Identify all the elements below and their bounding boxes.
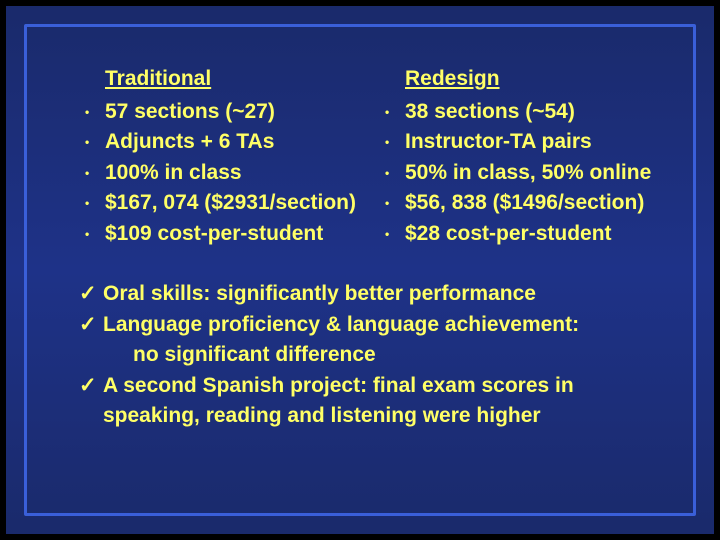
bullet-icon: • — [85, 127, 105, 151]
list-item: • 38 sections (~54) — [385, 97, 663, 127]
outcome-text: A second Spanish project: final exam sco… — [103, 371, 663, 401]
list-item: • 50% in class, 50% online — [385, 158, 663, 188]
check-icon: ✓ — [79, 279, 103, 309]
bullet-text: Instructor-TA pairs — [405, 127, 663, 157]
bullet-icon: • — [85, 158, 105, 182]
outcome-text: speaking, reading and listening were hig… — [103, 401, 663, 431]
bullet-text: 50% in class, 50% online — [405, 158, 663, 188]
inner-frame: Traditional • 57 sections (~27) • Adjunc… — [24, 24, 696, 516]
list-item: • $167, 074 ($2931/section) — [85, 188, 385, 218]
bullet-icon: • — [385, 219, 405, 243]
list-item: • $56, 838 ($1496/section) — [385, 188, 663, 218]
check-icon: ✓ — [79, 310, 103, 340]
list-item: • 100% in class — [85, 158, 385, 188]
outcome-text: Language proficiency & language achievem… — [103, 310, 663, 340]
header-traditional: Traditional — [85, 67, 385, 91]
bullet-text: $28 cost-per-student — [405, 219, 663, 249]
check-icon: ✓ — [79, 371, 103, 401]
outcome-text: Oral skills: significantly better perfor… — [103, 279, 663, 309]
bullet-text: 38 sections (~54) — [405, 97, 663, 127]
bullet-icon: • — [85, 188, 105, 212]
bullet-text: $56, 838 ($1496/section) — [405, 188, 663, 218]
bullet-icon: • — [385, 97, 405, 121]
comparison-columns: Traditional • 57 sections (~27) • Adjunc… — [85, 67, 663, 249]
list-item: • $28 cost-per-student — [385, 219, 663, 249]
list-item: • $109 cost-per-student — [85, 219, 385, 249]
bullet-text: 100% in class — [105, 158, 385, 188]
bullet-text: $167, 074 ($2931/section) — [105, 188, 385, 218]
bullet-icon: • — [385, 188, 405, 212]
column-redesign: Redesign • 38 sections (~54) • Instructo… — [385, 67, 663, 249]
list-item: • 57 sections (~27) — [85, 97, 385, 127]
list-item: • Instructor-TA pairs — [385, 127, 663, 157]
bullet-icon: • — [385, 127, 405, 151]
column-traditional: Traditional • 57 sections (~27) • Adjunc… — [85, 67, 385, 249]
outcome-item: ✓ Oral skills: significantly better perf… — [79, 279, 663, 309]
list-item: • Adjuncts + 6 TAs — [85, 127, 385, 157]
outcome-item: ✓ Language proficiency & language achiev… — [79, 310, 663, 340]
bullet-icon: • — [85, 97, 105, 121]
bullet-icon: • — [385, 158, 405, 182]
bullet-text: 57 sections (~27) — [105, 97, 385, 127]
outcomes-list: ✓ Oral skills: significantly better perf… — [79, 279, 663, 431]
outcome-text: no significant difference — [133, 340, 663, 370]
bullet-text: Adjuncts + 6 TAs — [105, 127, 385, 157]
outcome-item-continuation: speaking, reading and listening were hig… — [79, 401, 663, 431]
slide: Traditional • 57 sections (~27) • Adjunc… — [0, 0, 720, 540]
bullet-text: $109 cost-per-student — [105, 219, 385, 249]
header-redesign: Redesign — [385, 67, 663, 91]
bullet-icon: • — [85, 219, 105, 243]
outcome-item-continuation: no significant difference — [79, 340, 663, 370]
outcome-item: ✓ A second Spanish project: final exam s… — [79, 371, 663, 401]
